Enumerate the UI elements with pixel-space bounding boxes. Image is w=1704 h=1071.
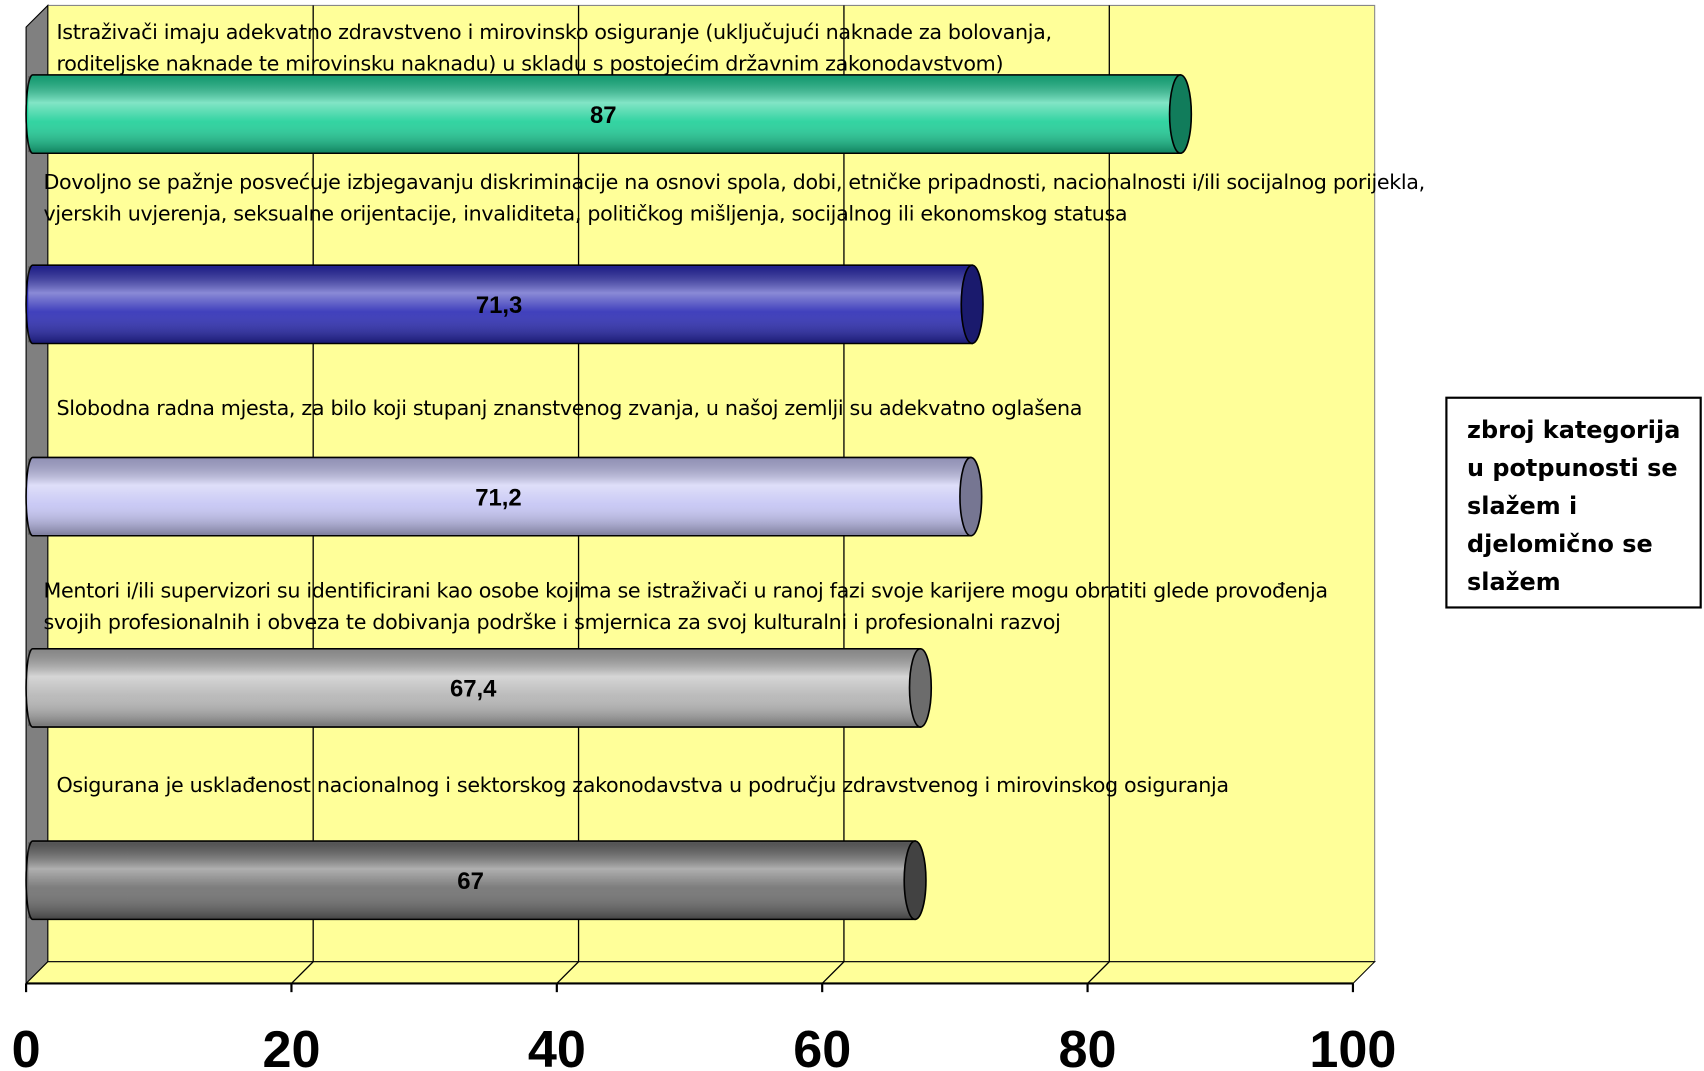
- value-label: 87: [590, 102, 617, 129]
- bar-cap: [959, 456, 983, 537]
- bar-shine: [28, 266, 973, 343]
- category-label: Slobodna radna mjesta, za bilo koji stup…: [56, 396, 1083, 421]
- category-label: Dovoljno se pažnje posvećuje izbjegavanj…: [43, 170, 1425, 227]
- bar-cap: [903, 840, 927, 921]
- x-tick-label: 80: [1059, 1021, 1117, 1070]
- grid-line: [1087, 961, 1110, 984]
- x-tick-label: 0: [12, 1021, 41, 1070]
- value-label: 67,4: [450, 676, 497, 703]
- grid-line: [556, 961, 580, 984]
- x-tick-label: 40: [528, 1021, 586, 1070]
- category-label: Osigurana je usklađenost nacionalnog i s…: [56, 773, 1230, 798]
- value-label: 71,3: [476, 292, 523, 319]
- bar-cap: [908, 647, 933, 728]
- grid-line: [821, 961, 845, 984]
- bar-cap: [1168, 74, 1193, 155]
- value-label: 71,2: [475, 484, 522, 511]
- bar: [25, 456, 983, 537]
- category-label: Mentori i/ili supervizori su identificir…: [43, 579, 1328, 635]
- x-tick-label: 60: [793, 1021, 851, 1070]
- bar: [25, 74, 1193, 155]
- grid-line: [290, 961, 314, 984]
- bar-shine: [28, 458, 971, 535]
- x-tick-label: 20: [262, 1021, 320, 1070]
- x-tick-label: 100: [1309, 1021, 1396, 1070]
- category-label: Istraživači imaju adekvatno zdravstveno …: [56, 20, 1053, 77]
- bar: [25, 840, 927, 921]
- bar: [25, 647, 933, 728]
- bar-cap: [960, 264, 984, 345]
- bar-shine: [28, 842, 916, 919]
- bar-shine: [28, 76, 1181, 153]
- annotation: zbroj kategorija u potpunosti se slažem …: [1445, 396, 1702, 609]
- bar-shine: [28, 649, 921, 726]
- bar: [25, 264, 984, 345]
- value-label: 67: [457, 868, 484, 895]
- floor: [24, 961, 1376, 985]
